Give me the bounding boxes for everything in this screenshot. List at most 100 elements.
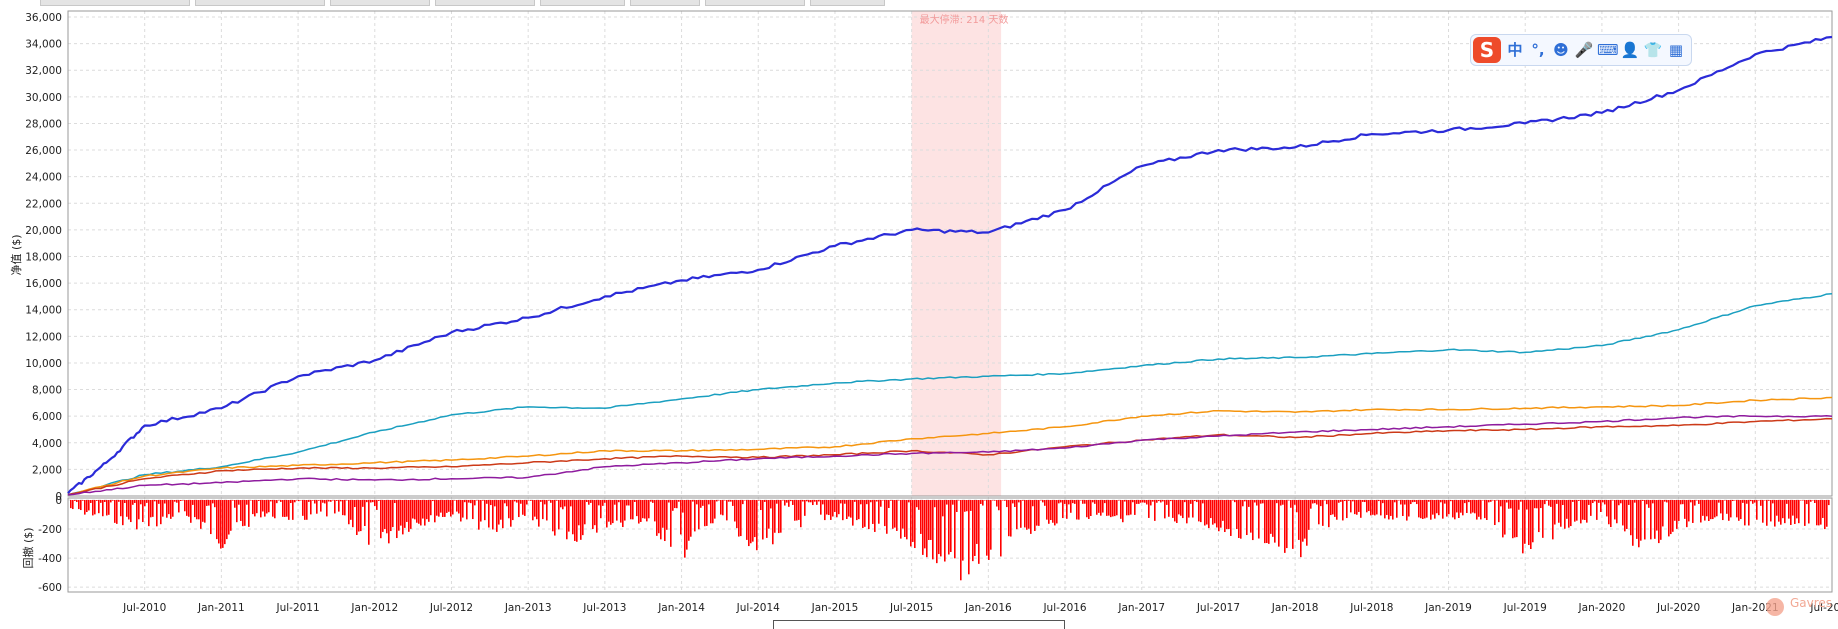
drawdown-bar <box>94 500 96 515</box>
y-tick-label: 16,000 <box>25 278 62 290</box>
drawdown-bar <box>260 500 262 518</box>
drawdown-bar <box>1446 500 1448 517</box>
drawdown-bar <box>534 500 536 517</box>
drawdown-bar <box>300 500 302 501</box>
drawdown-bar <box>1116 500 1118 516</box>
drawdown-bar <box>316 500 318 514</box>
drawdown-bar <box>180 500 182 502</box>
ime-toolbar[interactable]: S 中 °, ☻ 🎤 ⌨ 👤 👕 ▦ <box>1470 34 1692 66</box>
drawdown-bar <box>1744 500 1746 526</box>
drawdown-bar <box>1006 500 1008 508</box>
drawdown-bar <box>970 500 972 511</box>
sogou-s-icon[interactable]: S <box>1473 37 1501 63</box>
tab-6[interactable] <box>630 0 700 6</box>
keyboard-icon[interactable]: ⌨ <box>1597 41 1619 59</box>
equity-line-2 <box>67 293 1833 496</box>
drawdown-bar <box>1388 500 1390 520</box>
drawdown-bar <box>1826 500 1828 527</box>
drawdown-bar <box>1682 500 1684 505</box>
drawdown-bar <box>1412 500 1414 503</box>
drawdown-bar <box>636 500 638 517</box>
tab-7[interactable] <box>705 0 805 6</box>
drawdown-bar <box>488 500 490 528</box>
drawdown-bar <box>1188 500 1190 518</box>
drawdown-bar <box>1528 500 1530 546</box>
drawdown-bar <box>1670 500 1672 535</box>
x-tick-label: Jul-2017 <box>1196 602 1240 614</box>
toolbox-icon[interactable]: ▦ <box>1668 41 1684 59</box>
drawdown-bar <box>942 500 944 517</box>
drawdown-bar <box>1094 500 1096 504</box>
drawdown-bar <box>218 500 220 544</box>
drawdown-bar <box>676 500 678 509</box>
drawdown-bar <box>250 500 252 501</box>
drawdown-bar <box>1762 500 1764 523</box>
drawdown-bar <box>710 500 712 524</box>
drawdown-bar <box>1304 500 1306 539</box>
drawdown-bar <box>1132 500 1134 503</box>
x-tick-label: Jul-2010 <box>122 602 166 614</box>
tab-8[interactable] <box>810 0 885 6</box>
microphone-icon[interactable]: 🎤 <box>1574 41 1594 59</box>
chinese-mode-icon[interactable]: 中 <box>1507 41 1523 59</box>
drawdown-bar <box>598 500 600 506</box>
drawdown-bar <box>102 500 104 517</box>
tab-5[interactable] <box>540 0 625 6</box>
drawdown-bar <box>498 500 500 525</box>
drawdown-bar <box>1540 500 1542 509</box>
drawdown-bar <box>1338 500 1340 503</box>
drawdown-bar <box>256 500 258 514</box>
drawdown-bar <box>1148 500 1150 518</box>
drawdown-bar <box>1284 500 1286 553</box>
drawdown-bar <box>1010 500 1012 537</box>
drawdown-bar <box>1534 500 1536 509</box>
drawdown-bar <box>1204 500 1206 526</box>
drawdown-bar <box>932 500 934 560</box>
drawdown-bar <box>310 500 312 515</box>
drawdown-bar <box>1736 500 1738 518</box>
y-tick-label: 0 <box>55 491 62 503</box>
drawdown-bar <box>1382 500 1384 504</box>
drawdown-bar <box>1638 500 1640 548</box>
emoji-icon[interactable]: ☻ <box>1553 41 1569 59</box>
drawdown-bar <box>884 500 886 527</box>
drawdown-bar <box>156 500 158 527</box>
drawdown-bar <box>1060 500 1062 503</box>
drawdown-bar <box>1336 500 1338 520</box>
skin-icon[interactable]: 👕 <box>1643 41 1663 59</box>
drawdown-bar <box>1194 500 1196 502</box>
drawdown-bar <box>1690 500 1692 503</box>
drawdown-bar <box>606 500 608 528</box>
drawdown-bar <box>1048 500 1050 524</box>
drawdown-bar <box>872 500 874 524</box>
drawdown-bar <box>664 500 666 542</box>
drawdown-bar <box>854 500 856 502</box>
drawdown-bar <box>70 500 72 509</box>
drawdown-bar <box>92 500 94 516</box>
user-icon[interactable]: 👤 <box>1620 41 1640 59</box>
punctuation-icon[interactable]: °, <box>1531 41 1545 59</box>
drawdown-bar <box>1354 500 1356 515</box>
drawdown-bar <box>1108 500 1110 516</box>
drawdown-bar <box>684 500 686 558</box>
drawdown-bar <box>786 500 788 503</box>
equity-line-1 <box>67 35 1833 495</box>
drawdown-bar <box>1750 500 1752 502</box>
drawdown-bar <box>336 500 338 501</box>
drawdown-bar <box>1648 500 1650 508</box>
drawdown-bar <box>1192 500 1194 518</box>
tab-3[interactable] <box>330 0 430 6</box>
tab-2[interactable] <box>195 0 325 6</box>
y-tick-label: 4,000 <box>32 438 62 450</box>
drawdown-bar <box>1016 500 1018 530</box>
drawdown-bar <box>1340 500 1342 502</box>
tab-1[interactable] <box>40 0 190 6</box>
drawdown-bar <box>760 500 762 511</box>
drawdown-bar <box>82 500 84 501</box>
drawdown-bar <box>1026 500 1028 530</box>
drawdown-bar <box>978 500 980 564</box>
tab-4[interactable] <box>435 0 535 6</box>
drawdown-bar <box>1674 500 1676 521</box>
drawdown-bar <box>544 500 546 505</box>
drawdown-bar <box>1100 500 1102 516</box>
